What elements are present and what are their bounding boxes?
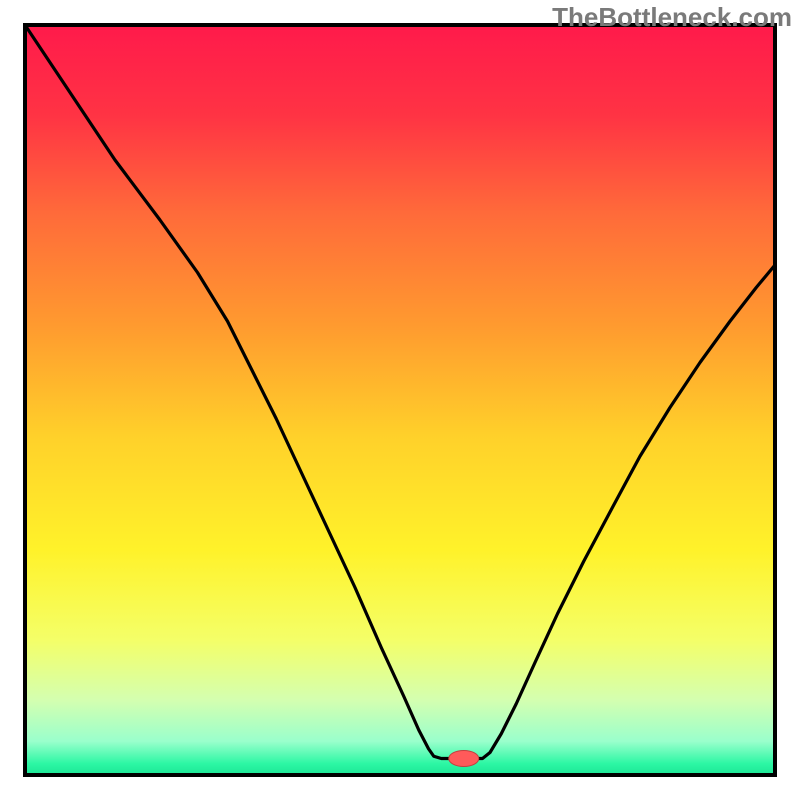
watermark-text: TheBottleneck.com xyxy=(552,2,792,33)
bottleneck-chart xyxy=(0,0,800,800)
plot-background xyxy=(25,25,775,775)
chart-container: TheBottleneck.com xyxy=(0,0,800,800)
optimal-point-marker xyxy=(449,751,479,767)
